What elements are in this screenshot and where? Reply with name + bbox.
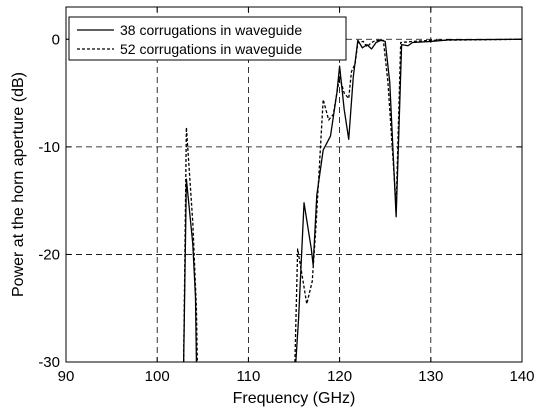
legend: 38 corrugations in waveguide 52 corrugat… — [68, 16, 347, 61]
series-lines — [183, 38, 523, 363]
x-tick-label: 90 — [58, 368, 75, 385]
x-tick-label: 110 — [236, 368, 260, 385]
x-tick-label: 100 — [145, 368, 170, 385]
y-tick-label: -10 — [38, 139, 60, 156]
legend-box — [68, 16, 347, 61]
y-tick-label: -30 — [38, 354, 60, 371]
series-line-38-corrugations — [295, 38, 523, 363]
y-axis-label: Power at the horn aperture (dB) — [10, 72, 27, 297]
series-line-52-corrugations — [183, 126, 198, 363]
series-line-52-corrugations — [294, 38, 523, 363]
x-tick-label: 130 — [418, 368, 443, 385]
y-tick-label: 0 — [52, 31, 60, 48]
x-axis-label: Frequency (GHz) — [233, 390, 356, 407]
legend-label-38-corrugations: 38 corrugations in waveguide — [120, 22, 302, 38]
legend-label-52-corrugations: 52 corrugations in waveguide — [120, 41, 302, 57]
ticks: 90 100 110 120 130 140 -30 -20 -10 0 — [38, 7, 535, 385]
plot-area — [65, 6, 523, 363]
grid — [66, 7, 522, 362]
y-tick-label: -20 — [38, 246, 60, 263]
x-tick-label: 120 — [327, 368, 352, 385]
x-tick-label: 140 — [509, 368, 534, 385]
